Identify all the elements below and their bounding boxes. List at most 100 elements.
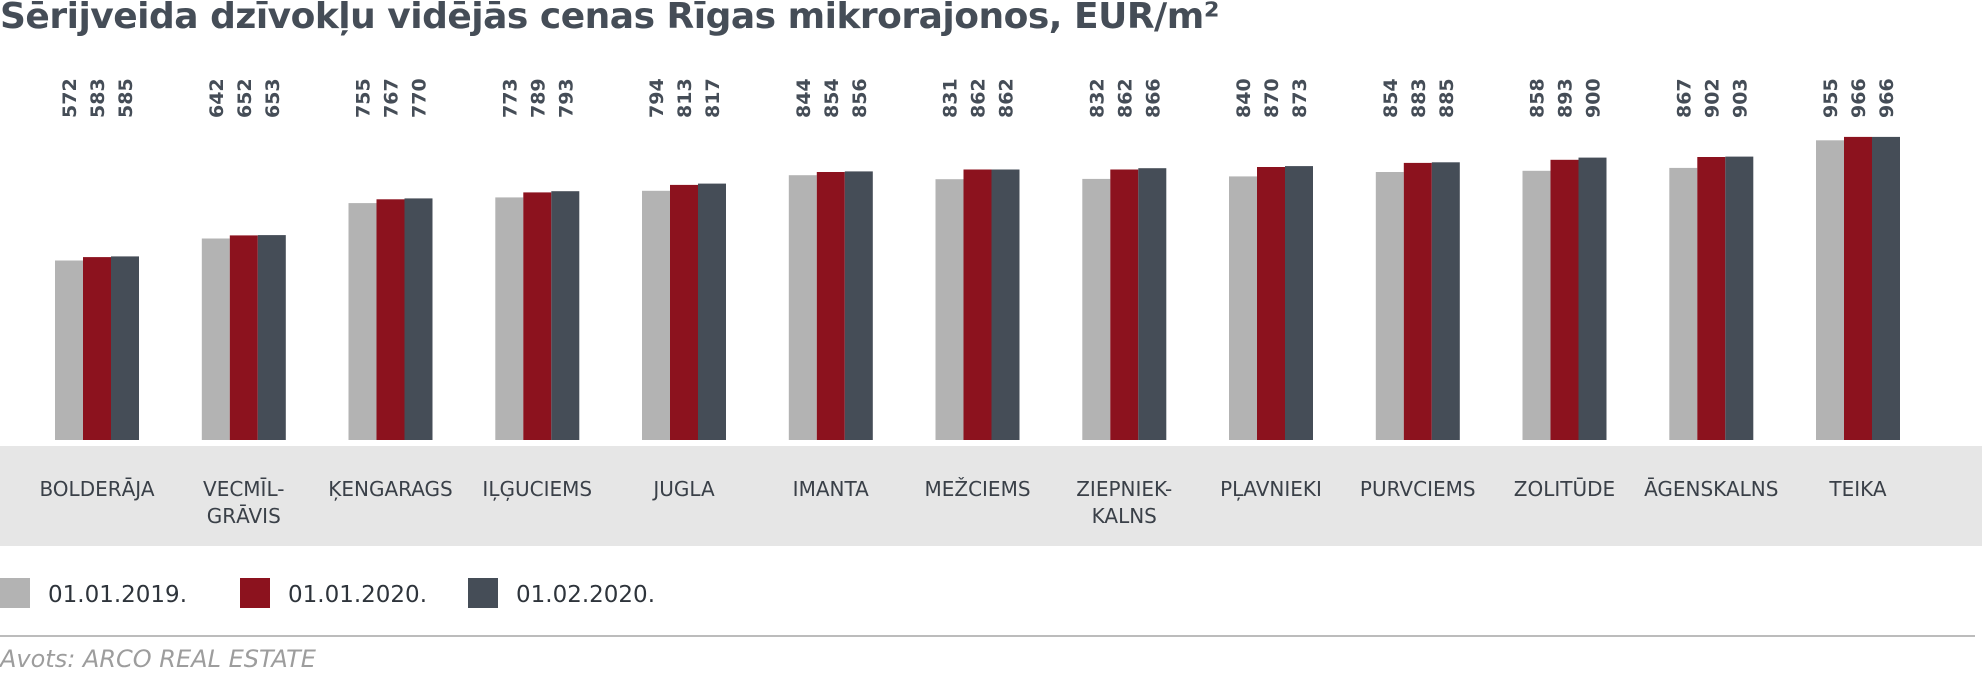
source-note: Avots: ARCO REAL ESTATE <box>0 645 316 673</box>
data-label: 767 <box>381 78 403 118</box>
data-label: 873 <box>1289 78 1311 118</box>
bar <box>201 238 230 440</box>
data-label: 653 <box>262 78 284 118</box>
data-label: 902 <box>1701 78 1723 118</box>
bar <box>1375 172 1404 440</box>
bar <box>229 235 258 440</box>
category-label: IĻĢUCIEMS <box>482 477 593 501</box>
bar <box>523 192 552 440</box>
data-label: 955 <box>1820 78 1842 118</box>
data-label: 854 <box>821 78 843 118</box>
bar <box>55 260 83 440</box>
data-label: 840 <box>1233 78 1255 118</box>
data-label: 966 <box>1848 78 1870 118</box>
category-label: IMANTA <box>792 477 869 501</box>
category-label: PĻAVNIEKI <box>1220 477 1322 501</box>
bar <box>1229 176 1257 440</box>
data-label: 652 <box>234 78 256 118</box>
legend-swatch <box>0 578 30 608</box>
bar <box>1403 162 1432 440</box>
data-label: 862 <box>1114 78 1136 118</box>
category-label: ĶENGARAGS <box>328 477 453 501</box>
bar <box>1844 136 1872 440</box>
category-label: PURVCIEMS <box>1359 477 1476 501</box>
bar <box>1725 156 1754 440</box>
bar <box>991 169 1020 440</box>
data-label: 867 <box>1673 78 1695 118</box>
category-label: JUGLA <box>653 477 715 501</box>
bar <box>1082 178 1111 440</box>
bar <box>1522 170 1551 441</box>
data-label: 858 <box>1527 78 1549 118</box>
data-label: 854 <box>1380 78 1402 118</box>
data-label: 583 <box>87 78 109 118</box>
bar <box>1138 168 1167 440</box>
bar <box>1816 140 1844 441</box>
data-label: 794 <box>646 78 668 118</box>
data-label: 773 <box>499 78 521 118</box>
bar <box>111 256 139 440</box>
data-label: 900 <box>1583 78 1605 118</box>
category-label: MEŽCIEMS <box>924 477 1031 501</box>
data-label: 832 <box>1086 78 1108 118</box>
data-label: 817 <box>702 78 724 118</box>
data-label: 856 <box>849 78 871 118</box>
bar <box>1257 167 1285 440</box>
data-label: 844 <box>793 78 815 118</box>
bar <box>844 171 873 440</box>
data-label: 862 <box>968 78 990 118</box>
bar <box>1431 162 1460 441</box>
category-label: ĀGENSKALNS <box>1644 477 1779 501</box>
bar <box>670 184 698 440</box>
bar-chart: 572 583 585 642 652 653 755 767 770 773 789 793 794 8… <box>55 78 1900 441</box>
bar <box>816 172 845 440</box>
category-axis-band: BOLDERĀJA VECMĪL- GRĀVIS ĶENGARAGS IĻĢUCIEM… <box>0 446 1982 546</box>
data-label: 831 <box>940 78 962 118</box>
legend-label: 01.02.2020. <box>516 582 655 608</box>
bar <box>1872 136 1900 440</box>
legend-swatch <box>468 578 498 608</box>
legend-swatch <box>240 578 270 608</box>
bar <box>257 235 286 440</box>
bar <box>1285 166 1313 440</box>
bar <box>348 203 377 440</box>
data-label: 885 <box>1436 78 1458 118</box>
bar <box>83 257 111 440</box>
bar <box>642 190 670 440</box>
bar <box>963 169 992 440</box>
data-label: 966 <box>1876 78 1898 118</box>
bar <box>495 197 524 440</box>
bar <box>404 198 433 440</box>
bar <box>1110 169 1139 440</box>
data-label: 755 <box>353 78 375 118</box>
bar <box>1550 159 1579 441</box>
bar <box>698 183 726 440</box>
footer-divider <box>0 635 1975 637</box>
data-label: 870 <box>1261 78 1283 118</box>
bar <box>551 191 580 440</box>
legend-label: 01.01.2020. <box>288 582 427 608</box>
legend-label: 01.01.2019. <box>48 582 187 608</box>
category-label: ZOLITŪDE <box>1513 477 1616 501</box>
data-label: 770 <box>409 78 431 118</box>
category-label: BOLDERĀJA <box>39 477 155 501</box>
bar <box>1578 157 1607 440</box>
data-label: 883 <box>1408 78 1430 118</box>
legend: 01.01.2019. 01.01.2020. 01.02.2020. <box>0 576 1000 616</box>
data-label: 862 <box>996 78 1018 118</box>
bar <box>788 175 817 440</box>
category-label: VECMĪL- GRĀVIS <box>203 477 285 528</box>
data-label: 585 <box>115 78 137 118</box>
category-label: ZIEPNIEK- KALNS <box>1076 477 1173 528</box>
data-label: 642 <box>206 78 228 118</box>
chart-title: Sērijveida dzīvokļu vidējās cenas Rīgas … <box>0 0 1219 37</box>
category-label: TEIKA <box>1829 477 1887 501</box>
bar <box>935 179 964 440</box>
data-label: 813 <box>674 78 696 118</box>
bar <box>376 199 405 440</box>
data-label: 789 <box>527 78 549 118</box>
data-label: 572 <box>59 78 81 118</box>
data-label: 893 <box>1555 78 1577 118</box>
data-label: 793 <box>555 78 577 118</box>
data-label: 903 <box>1729 78 1751 118</box>
